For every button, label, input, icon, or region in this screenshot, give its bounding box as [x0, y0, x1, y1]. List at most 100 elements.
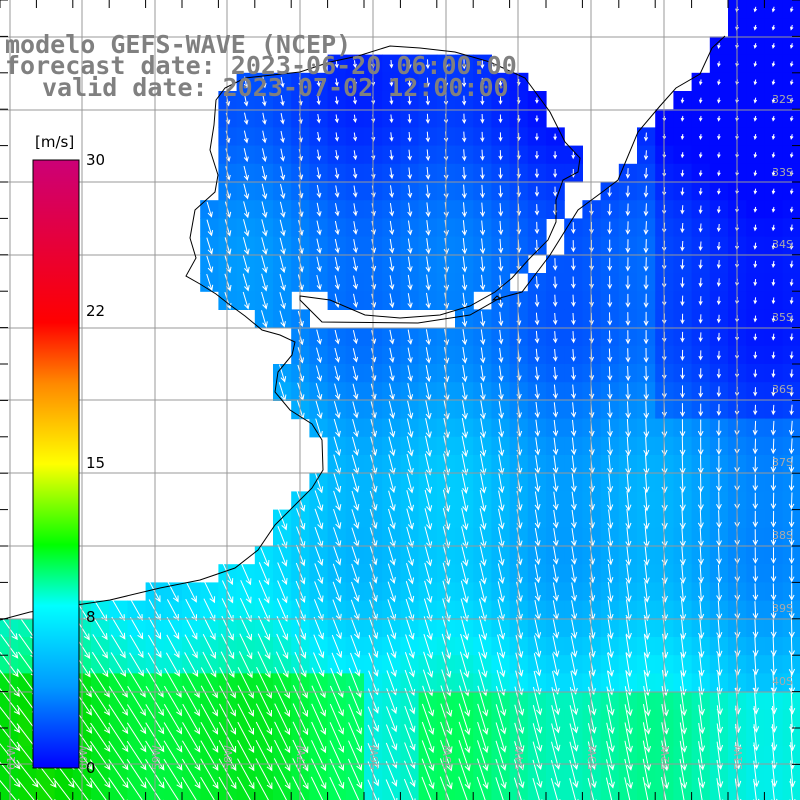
wind-arrow: [680, 169, 685, 178]
wind-arrow: [789, 152, 794, 159]
wind-arrow: [607, 401, 613, 419]
wind-arrow: [697, 564, 704, 584]
wind-arrow: [255, 703, 273, 736]
wind-arrow: [479, 311, 486, 327]
wind-arrow: [570, 617, 578, 639]
wind-arrow: [498, 167, 503, 180]
wind-arrow: [643, 132, 649, 142]
wind-arrow: [753, 260, 758, 269]
wind-arrow: [625, 617, 632, 640]
wind-arrow: [90, 722, 111, 753]
wind-arrow: [625, 545, 632, 566]
wind-arrow: [461, 238, 468, 255]
wind-arrow: [498, 508, 505, 530]
wind-arrow: [352, 418, 359, 438]
wind-arrow: [279, 219, 286, 237]
lon-label: 52W: [659, 745, 672, 770]
wind-arrow: [404, 705, 416, 733]
wind-arrow: [753, 351, 758, 360]
wind-arrow: [680, 295, 685, 307]
wind-arrow: [679, 490, 686, 512]
wind-arrow: [552, 491, 559, 511]
wind-arrow: [498, 150, 503, 161]
wind-arrow: [625, 257, 631, 272]
wind-arrow: [698, 704, 706, 735]
wind-arrow: [498, 257, 504, 272]
wind-arrow: [643, 401, 650, 419]
wind-arrow: [771, 6, 776, 13]
wind-arrow: [407, 59, 412, 69]
wind-arrow: [552, 402, 559, 418]
wind-arrow: [423, 633, 433, 660]
wind-arrow: [203, 616, 216, 641]
wind-arrow: [771, 260, 776, 268]
lat-label: 39S: [772, 602, 793, 615]
wind-arrow: [461, 131, 467, 143]
wind-arrow: [753, 188, 758, 195]
wind-arrow: [625, 652, 633, 678]
wind-arrow: [108, 740, 129, 771]
wind-arrow: [498, 220, 504, 236]
wind-arrow: [698, 722, 706, 753]
wind-arrow: [334, 185, 340, 198]
wind-arrow: [461, 400, 468, 420]
wind-arrow: [570, 384, 577, 400]
wind-arrow: [716, 437, 722, 455]
wind-arrow: [334, 60, 339, 69]
wind-arrow: [514, 686, 525, 716]
wind-arrow: [460, 616, 469, 641]
wind-arrow: [352, 330, 358, 345]
wind-arrow: [625, 365, 631, 382]
wind-arrow: [89, 777, 110, 800]
wind-arrow: [459, 651, 470, 678]
wind-arrow: [425, 256, 431, 273]
wind-arrow: [570, 258, 576, 271]
wind-arrow: [716, 368, 722, 379]
wind-arrow: [90, 704, 111, 734]
wind-arrow: [389, 203, 395, 217]
wind-arrow: [571, 564, 577, 584]
wind-arrow: [352, 114, 357, 124]
wind-arrow: [334, 365, 341, 382]
wind-arrow: [788, 565, 795, 583]
wind-arrow: [497, 599, 505, 622]
lon-label: 56W: [368, 745, 381, 770]
wind-arrow: [752, 654, 759, 676]
wind-arrow: [716, 510, 722, 529]
wind-arrow: [643, 545, 650, 566]
wind-arrow: [716, 386, 722, 398]
wind-arrow: [771, 206, 776, 213]
wind-arrow: [389, 220, 395, 236]
wind-arrow: [498, 329, 504, 345]
wind-arrow: [679, 403, 686, 417]
wind-arrow: [477, 740, 489, 772]
wind-arrow: [280, 183, 286, 200]
wind-arrow: [203, 598, 216, 622]
wind-arrow: [789, 188, 794, 195]
wind-arrow: [571, 349, 576, 362]
wind-arrow: [752, 438, 758, 455]
wind-arrow: [534, 221, 540, 235]
wind-arrow: [389, 256, 395, 272]
wind-arrow: [280, 76, 285, 88]
wind-arrow: [789, 79, 794, 86]
wind-arrow: [258, 615, 271, 641]
wind-arrow: [498, 365, 504, 382]
wind-arrow: [277, 507, 288, 531]
wind-arrow: [181, 740, 201, 771]
wind-arrow: [680, 187, 685, 196]
wind-arrow: [424, 526, 433, 549]
wind-arrow: [424, 580, 433, 604]
wind-arrow: [261, 219, 268, 237]
wind-arrow: [352, 60, 357, 69]
wind-arrow: [243, 112, 249, 125]
wind-arrow: [570, 276, 576, 289]
wind-arrow: [261, 291, 268, 310]
wind-arrow: [753, 369, 758, 378]
wind-arrow: [425, 113, 430, 124]
wind-arrow: [311, 685, 326, 717]
wind-arrow: [498, 383, 504, 401]
wind-arrow: [534, 294, 540, 308]
wind-arrow: [333, 436, 341, 457]
